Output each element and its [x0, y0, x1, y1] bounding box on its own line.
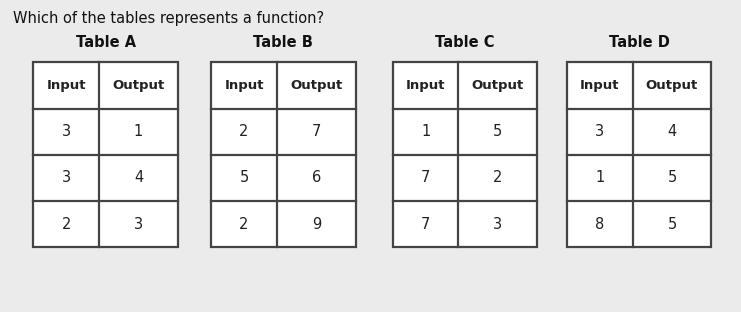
Text: 2: 2	[239, 217, 249, 232]
Bar	[211, 62, 356, 247]
Text: 6: 6	[312, 170, 321, 185]
Text: 3: 3	[494, 217, 502, 232]
Text: Output: Output	[646, 79, 698, 92]
Text: Input: Input	[225, 79, 264, 92]
Text: 3: 3	[62, 124, 71, 139]
Text: 5: 5	[668, 170, 677, 185]
Text: 5: 5	[494, 124, 502, 139]
Text: Table A: Table A	[76, 35, 136, 50]
Bar	[393, 62, 537, 247]
Text: 2: 2	[239, 124, 249, 139]
Text: 3: 3	[595, 124, 605, 139]
Text: 5: 5	[239, 170, 249, 185]
Text: Which of the tables represents a function?: Which of the tables represents a functio…	[13, 11, 325, 26]
Text: Table B: Table B	[253, 35, 313, 50]
Text: Output: Output	[472, 79, 524, 92]
Text: 7: 7	[421, 217, 431, 232]
Text: 2: 2	[494, 170, 502, 185]
Text: Output: Output	[113, 79, 165, 92]
Text: 7: 7	[421, 170, 431, 185]
Text: Table D: Table D	[608, 35, 670, 50]
Text: 1: 1	[595, 170, 605, 185]
Text: 3: 3	[62, 170, 71, 185]
Text: Input: Input	[406, 79, 445, 92]
Text: Table C: Table C	[435, 35, 495, 50]
Text: 4: 4	[668, 124, 677, 139]
Text: 4: 4	[134, 170, 143, 185]
Text: 8: 8	[595, 217, 605, 232]
Text: 5: 5	[668, 217, 677, 232]
Text: 2: 2	[62, 217, 71, 232]
Text: Output: Output	[290, 79, 342, 92]
Text: Input: Input	[47, 79, 86, 92]
Text: 1: 1	[421, 124, 431, 139]
Text: 1: 1	[134, 124, 143, 139]
Bar	[567, 62, 711, 247]
Text: 9: 9	[312, 217, 321, 232]
Text: Input: Input	[580, 79, 619, 92]
Bar	[33, 62, 178, 247]
Text: 3: 3	[134, 217, 143, 232]
Text: 7: 7	[312, 124, 321, 139]
